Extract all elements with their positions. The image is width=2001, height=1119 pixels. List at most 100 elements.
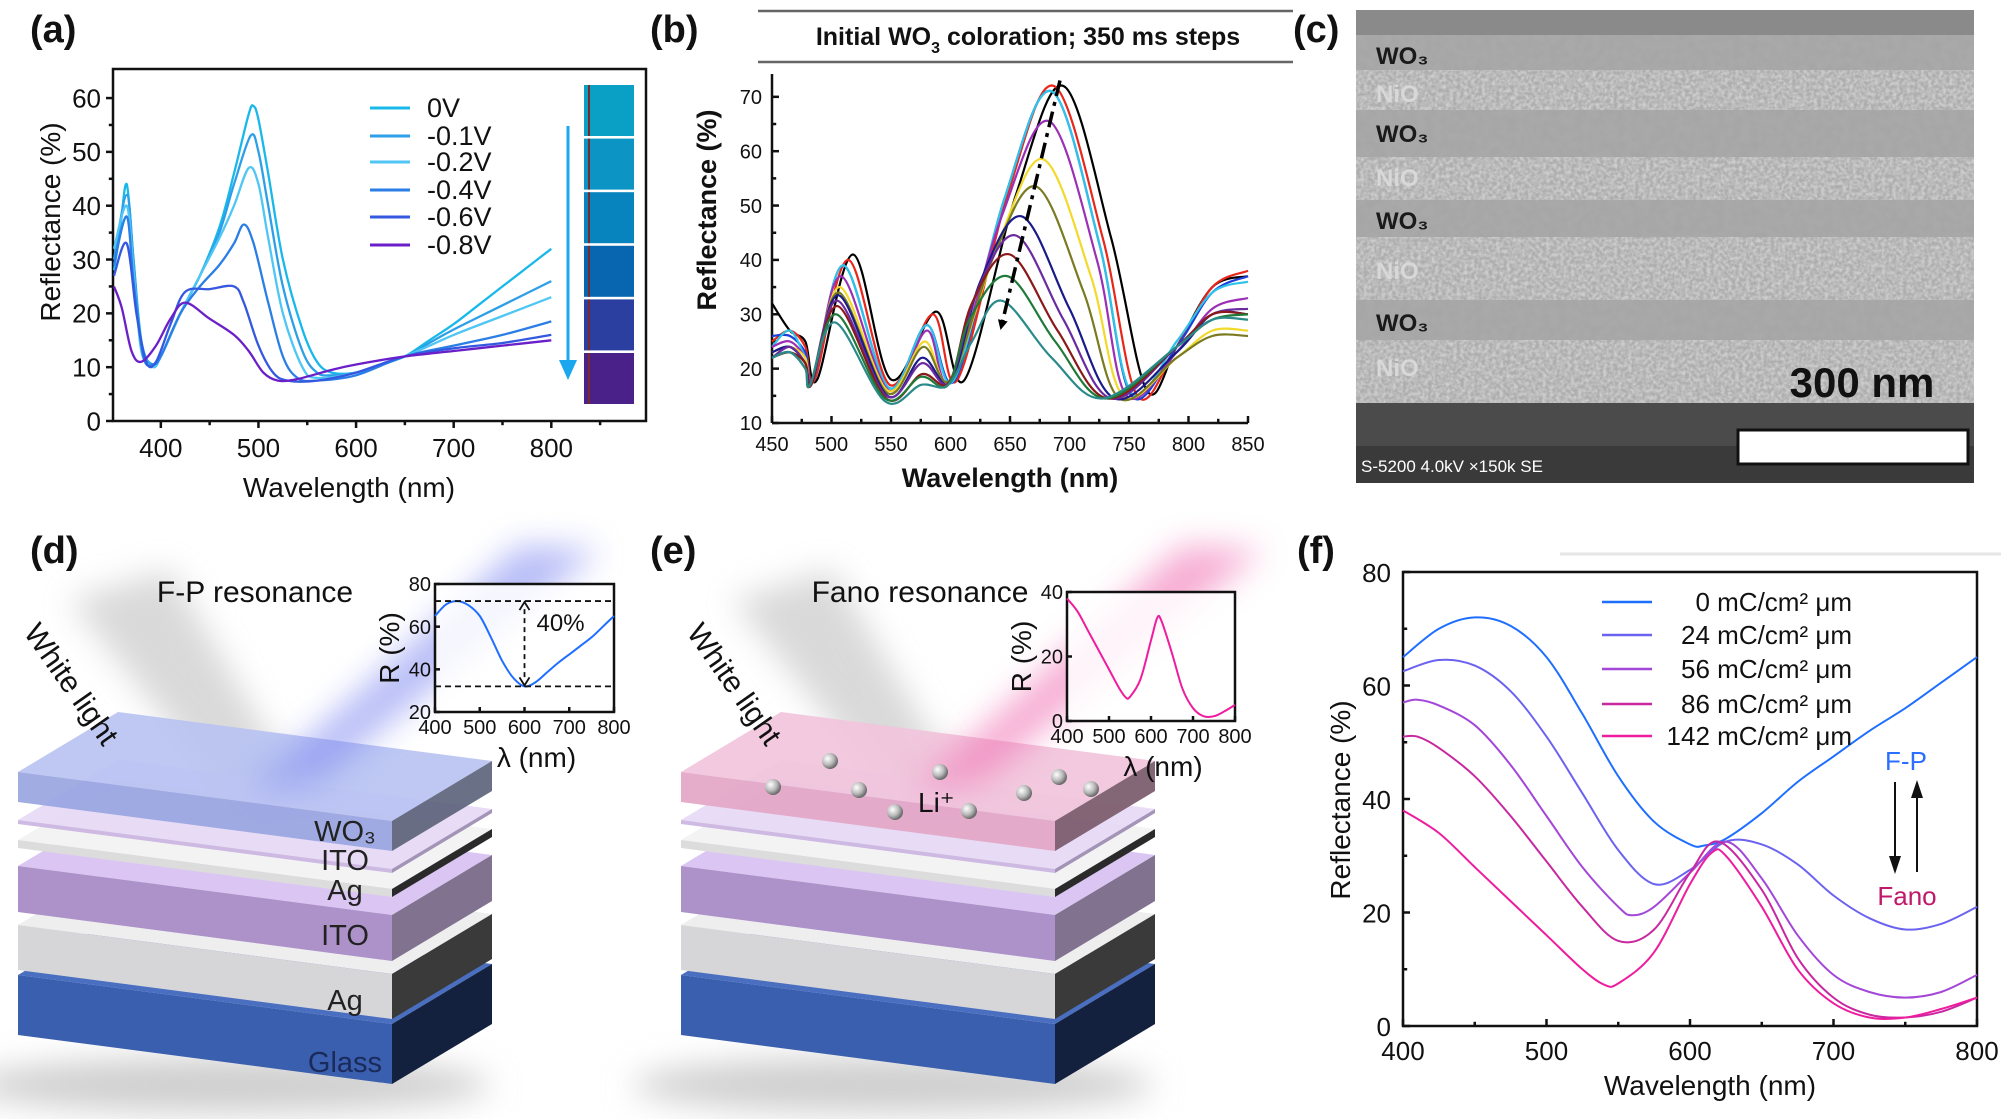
x-axis-title: Wavelength (nm) xyxy=(1604,1070,1816,1101)
x-tick-label: 450 xyxy=(755,434,788,456)
lithium-ion-sphere xyxy=(1083,781,1099,797)
legend-label: -0.6V xyxy=(427,202,492,232)
inset-chart-fp: 400 500 600 700 800 20 40 60 80 λ (nm) R (%) 40% xyxy=(374,574,631,773)
lithium-ion-label: Li⁺ xyxy=(918,787,955,818)
fp-annotation: F-P xyxy=(1885,746,1927,776)
sem-layer-label: WO₃ xyxy=(1376,310,1428,337)
layer-side-face xyxy=(1055,855,1155,961)
inset-background xyxy=(1067,592,1235,721)
x-tick-label: 800 xyxy=(1955,1036,1998,1066)
x-tick-label: 700 xyxy=(1812,1036,1855,1066)
legend-label: -0.8V xyxy=(427,230,492,260)
y-tick-label: 50 xyxy=(72,137,101,167)
x-tick-label: 650 xyxy=(993,434,1026,456)
layer-label: ITO xyxy=(321,920,369,952)
sem-layer-label: WO₃ xyxy=(1376,121,1428,148)
y-tick-label: 50 xyxy=(740,196,762,218)
sem-layer-label: NiO xyxy=(1376,355,1419,382)
diagram-title: F-P resonance xyxy=(157,576,353,609)
x-tick-label: 700 xyxy=(432,433,475,463)
sem-wo3-texture xyxy=(1356,200,1974,237)
layer-label: Ag xyxy=(327,875,362,907)
y-tick-label: 60 xyxy=(740,141,762,163)
series-line-0 xyxy=(1402,616,1978,848)
sem-layer-label: WO₃ xyxy=(1376,43,1428,70)
sem-info-text: S-5200 4.0kV ×150k SE xyxy=(1361,457,1543,476)
series-group xyxy=(1066,597,1236,718)
y-tick-label: 40 xyxy=(409,660,431,682)
series-line-10 xyxy=(771,275,1249,402)
lithium-ion-sphere xyxy=(961,803,977,819)
y-tick-label: 80 xyxy=(1362,558,1391,588)
arrow-up-icon xyxy=(1911,780,1923,798)
layer-front-face xyxy=(18,866,392,961)
series-line-3 xyxy=(771,89,1249,398)
x-tick-label: 550 xyxy=(874,434,907,456)
sem-layer-label: NiO xyxy=(1376,258,1419,285)
legend-label: 24 mC/cm² μm xyxy=(1681,620,1852,650)
color-swatch-3 xyxy=(584,245,634,297)
sem-layers: WO₃ NiO WO₃ NiO WO₃ NiO WO₃ NiO xyxy=(1356,35,1974,403)
legend-label: 56 mC/cm² μm xyxy=(1681,654,1852,684)
layer-side-face xyxy=(392,809,492,873)
y-tick-label: 60 xyxy=(409,617,431,639)
layer-label: WO₃ xyxy=(314,816,376,848)
y-tick-label: 20 xyxy=(740,359,762,381)
x-tick-label: 600 xyxy=(508,717,541,739)
series-line-4 xyxy=(1402,809,1978,1020)
y-tick-label: 20 xyxy=(409,702,431,724)
voltage-arrow-head-icon xyxy=(559,360,577,380)
x-tick-label: 600 xyxy=(934,434,967,456)
layer-front-face xyxy=(18,772,392,851)
lithium-ion-sphere xyxy=(765,779,781,795)
x-tick-label: 600 xyxy=(1668,1036,1711,1066)
x-tick-label: 700 xyxy=(553,717,586,739)
color-swatch-1 xyxy=(584,138,634,190)
layer-front-face xyxy=(681,925,1055,1019)
x-tick-label: 600 xyxy=(334,433,377,463)
x-tick-label: 750 xyxy=(1112,434,1145,456)
y-tick-label: 40 xyxy=(1041,582,1063,604)
layer-front-face xyxy=(681,820,1055,873)
x-tick-label: 800 xyxy=(530,433,573,463)
layer-front-face xyxy=(18,820,392,873)
x-tick-label: 700 xyxy=(1053,434,1086,456)
panel-label-e: (e) xyxy=(650,530,696,572)
x-axis-title: Wavelength (nm) xyxy=(902,463,1119,493)
layer-side-face xyxy=(1055,914,1155,1019)
y-tick-label: 40 xyxy=(740,250,762,272)
series-line-11 xyxy=(771,299,1249,405)
scale-bar-label: 300 nm xyxy=(1790,359,1935,406)
legend-label: 0V xyxy=(427,93,460,123)
color-swatch-2 xyxy=(584,192,634,244)
layer-side-face xyxy=(392,761,492,851)
legend-label: 0 mC/cm² μm xyxy=(1695,587,1852,617)
series-line-6 xyxy=(771,185,1249,402)
layer-side-face xyxy=(392,914,492,1019)
inset-x-axis-title: λ (nm) xyxy=(497,742,576,773)
sem-layer-label: WO₃ xyxy=(1376,208,1428,235)
layer-wo3 xyxy=(18,712,492,851)
layer-front-face xyxy=(18,840,392,897)
sem-nio-band xyxy=(1356,340,1974,403)
y-axis-title: Reflectance (%) xyxy=(1325,700,1356,899)
layer-top-face xyxy=(681,712,1155,821)
scale-bar xyxy=(1736,428,1970,466)
x-tick-label: 400 xyxy=(418,717,451,739)
y-tick-label: 0 xyxy=(1377,1012,1391,1042)
sem-nio-band xyxy=(1356,70,1974,110)
sem-wo3-texture xyxy=(1356,300,1974,340)
layer-side-face xyxy=(392,964,492,1084)
layer-label: Ag xyxy=(327,985,362,1017)
layer-side-face xyxy=(392,855,492,961)
fano-annotation: Fano xyxy=(1877,881,1936,911)
layer-side-face xyxy=(1055,829,1155,897)
legend-label: -0.1V xyxy=(427,121,492,151)
x-tick-label: 500 xyxy=(1525,1036,1568,1066)
lithium-ion-sphere xyxy=(887,804,903,820)
inset-y-axis-title: R (%) xyxy=(1006,621,1037,693)
sem-top-band xyxy=(1356,10,1974,35)
inset-chart-fano: 400 500 600 700 800 0 20 40 λ (nm) R (%) xyxy=(1006,582,1252,782)
